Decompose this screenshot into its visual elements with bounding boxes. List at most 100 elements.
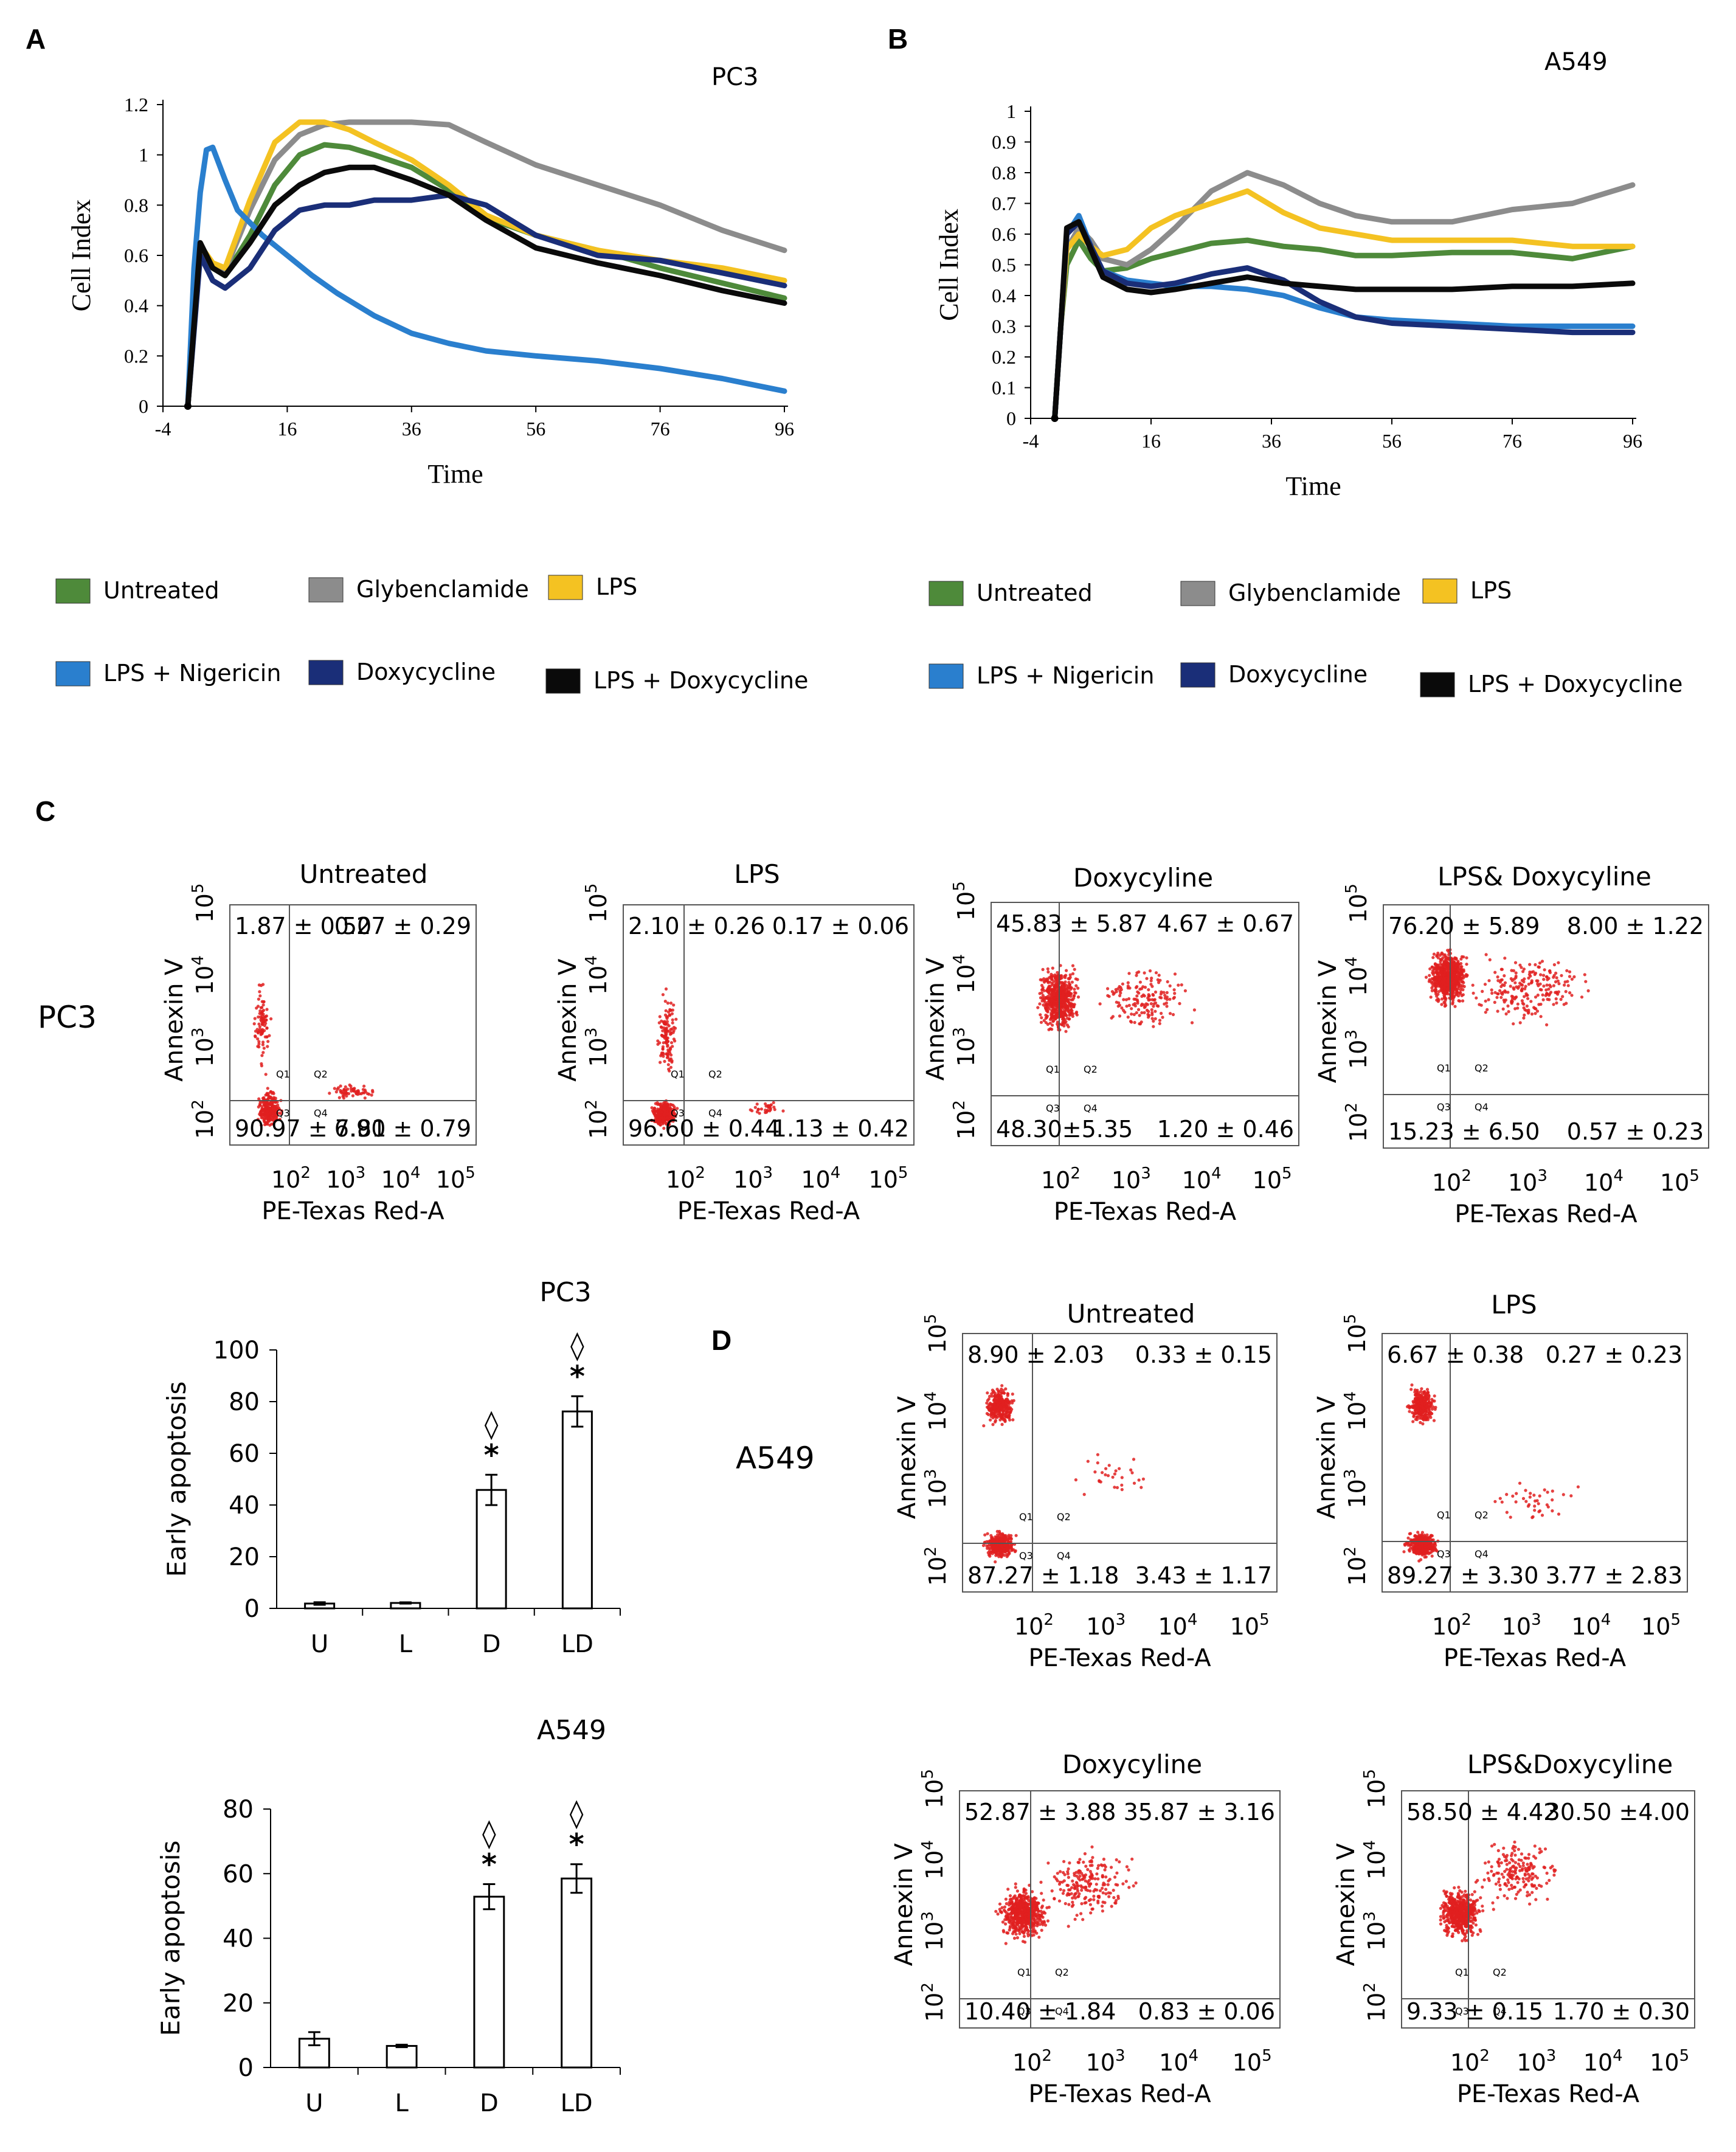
event-dot	[994, 1909, 998, 1913]
event-dot	[1522, 1016, 1526, 1020]
event-dot	[1160, 990, 1163, 994]
event-dot	[1534, 971, 1538, 975]
event-dot	[258, 994, 262, 998]
event-dot	[1538, 1494, 1541, 1498]
event-dot	[1137, 970, 1141, 974]
legend-swatch-lps-doxycycline	[545, 668, 581, 694]
event-dot	[1053, 1015, 1056, 1019]
y-tick-label: 102	[919, 1982, 948, 2022]
x-tick-label: 76	[651, 418, 670, 440]
event-dot	[673, 1039, 677, 1043]
event-dot	[1002, 1908, 1006, 1912]
event-dot	[260, 1016, 264, 1020]
event-dot	[1071, 1900, 1074, 1904]
event-dot	[758, 1112, 761, 1115]
event-dot	[1082, 1493, 1086, 1496]
event-dot	[1124, 1880, 1128, 1883]
event-dot	[1140, 1011, 1144, 1015]
y-tick-label: 103	[583, 1028, 612, 1067]
event-dot	[1066, 990, 1070, 994]
event-dot	[1001, 1410, 1005, 1413]
event-dot	[1520, 989, 1524, 992]
event-dot	[257, 1097, 261, 1101]
event-dot	[257, 1105, 260, 1109]
event-dot	[1436, 992, 1440, 996]
event-dot	[991, 1552, 994, 1555]
y-tick-label: 103	[919, 1911, 948, 1951]
event-dot	[1476, 1932, 1480, 1936]
event-dot	[260, 1105, 264, 1109]
event-dot	[1118, 984, 1121, 989]
x-tick-label: 103	[1112, 1164, 1151, 1194]
event-dot	[1119, 991, 1122, 995]
event-dot	[1076, 978, 1079, 981]
event-dot	[1530, 1012, 1534, 1016]
event-dot	[1054, 981, 1058, 986]
event-dot	[1451, 988, 1455, 992]
event-dot	[1437, 990, 1440, 994]
event-dot	[1518, 1481, 1522, 1485]
event-dot	[1084, 1873, 1088, 1877]
x-axis-title: PE-Texas Red-A	[1054, 1198, 1237, 1226]
event-dot	[1420, 1402, 1424, 1405]
event-dot	[1103, 1883, 1107, 1886]
y-tick-label: 0.3	[992, 316, 1016, 337]
event-dot	[1419, 1558, 1423, 1562]
event-dot	[258, 990, 261, 994]
x-tick-label: 104	[1584, 1167, 1624, 1196]
event-dot	[1130, 1471, 1134, 1475]
event-dot	[1493, 1500, 1497, 1503]
event-dot	[1453, 968, 1456, 972]
event-dot	[266, 1101, 269, 1105]
event-dot	[1461, 999, 1465, 1003]
plot-frame	[1382, 1333, 1688, 1593]
gate-label-q1: Q1	[1437, 1062, 1451, 1074]
event-dot	[1509, 1515, 1512, 1519]
event-dot	[666, 1050, 670, 1054]
event-dot	[996, 1912, 1000, 1916]
event-dot	[1168, 1012, 1172, 1015]
event-dot	[1427, 980, 1431, 983]
event-dot	[1059, 1870, 1062, 1873]
event-dot	[1442, 953, 1445, 957]
event-dot	[1110, 1905, 1113, 1908]
event-dot	[1084, 1864, 1088, 1868]
event-dot	[1107, 1464, 1111, 1467]
event-dot	[1031, 1928, 1035, 1932]
event-dot	[1065, 1893, 1069, 1897]
event-dot	[1147, 998, 1150, 1002]
event-dot	[1512, 969, 1515, 972]
event-dot	[1526, 997, 1530, 1000]
x-tick-label: 102	[271, 1164, 311, 1193]
event-dot	[1177, 983, 1180, 987]
event-dot	[1512, 986, 1515, 990]
event-dot	[1471, 983, 1475, 987]
event-dot	[1479, 1003, 1483, 1007]
event-dot	[1555, 976, 1558, 980]
event-dot	[1092, 1894, 1096, 1898]
event-dot	[1062, 1870, 1065, 1875]
event-dot	[1456, 977, 1459, 980]
event-dot	[265, 1104, 269, 1108]
x-axis-title: PE-Texas Red-A	[1454, 1200, 1637, 1228]
gate-label-q3: Q3	[1019, 1550, 1033, 1562]
event-dot	[1061, 1003, 1065, 1007]
event-dot	[671, 1018, 674, 1022]
event-dot	[1009, 1537, 1013, 1540]
event-dot	[1568, 975, 1572, 978]
event-dot	[260, 1054, 264, 1057]
event-dot	[1009, 1901, 1013, 1905]
event-dot	[261, 1043, 265, 1047]
event-dot	[1003, 1905, 1007, 1909]
event-dot	[255, 1028, 259, 1031]
event-dot	[1513, 997, 1516, 1001]
event-dot	[1527, 1010, 1530, 1014]
event-dot	[662, 1053, 665, 1056]
event-dot	[257, 1022, 261, 1026]
event-dot	[1011, 1393, 1014, 1396]
event-dot	[1088, 1889, 1092, 1893]
legend-label-doxycycline: Doxycycline	[356, 659, 496, 685]
event-dot	[659, 1060, 662, 1064]
